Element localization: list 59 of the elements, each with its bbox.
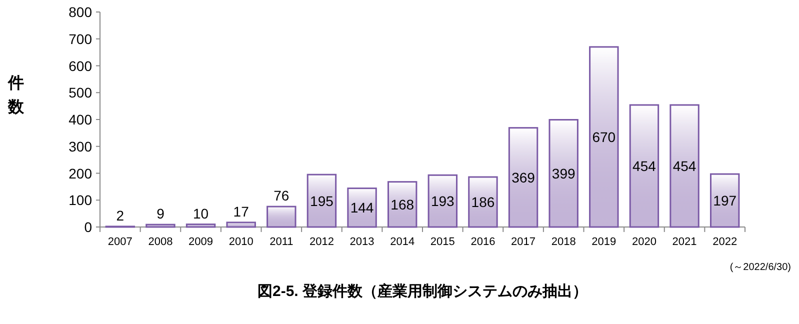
- bar: [387, 181, 418, 228]
- y-tick-label: 100: [68, 192, 92, 208]
- y-tick-label: 700: [68, 30, 92, 47]
- bar: [710, 173, 740, 228]
- data-label: 369: [512, 169, 536, 186]
- bar: [306, 174, 337, 228]
- x-tick-label: 2011: [270, 236, 294, 248]
- bar: [186, 224, 216, 228]
- x-tick-label: 2008: [148, 236, 173, 248]
- data-label: 399: [552, 165, 576, 182]
- y-tick-label: 500: [68, 84, 92, 101]
- bar: [468, 176, 498, 228]
- data-label: 186: [471, 194, 495, 210]
- text: (～2022/6/30): [730, 262, 791, 273]
- x-tick-label: 2022: [712, 236, 738, 248]
- y-tick-label: 300: [68, 138, 92, 154]
- bar: [266, 206, 296, 228]
- y-tick-label: 800: [68, 4, 92, 20]
- data-label: 193: [430, 193, 455, 210]
- bar: [428, 174, 458, 228]
- x-tick-label: 2015: [430, 236, 455, 248]
- x-tick-label: 2010: [228, 236, 254, 248]
- x-tick-label: 2014: [390, 236, 415, 248]
- data-label: 17: [233, 203, 250, 220]
- bar: [548, 119, 578, 228]
- data-label: 197: [713, 192, 737, 209]
- data-label: 168: [390, 196, 414, 212]
- bar: [226, 222, 256, 228]
- bar: [670, 104, 700, 228]
- y-tick-label: 400: [68, 112, 92, 128]
- x-tick-label: 2013: [350, 236, 374, 248]
- x-tick-label: 2020: [632, 236, 656, 248]
- y-tick-label: 600: [68, 58, 92, 74]
- data-label: 10: [192, 205, 209, 222]
- bar: [347, 188, 377, 228]
- x-tick-label: 2009: [188, 236, 214, 248]
- data-label: 195: [310, 192, 334, 209]
- data-label: 454: [632, 158, 656, 174]
- bar: [629, 104, 660, 228]
- data-label: 144: [350, 200, 374, 216]
- bar: [146, 224, 176, 228]
- data-label: 76: [274, 188, 290, 204]
- y-tick-label: 0: [84, 219, 92, 235]
- x-tick-label: 2019: [592, 236, 616, 248]
- x-tick-label: 2018: [551, 236, 576, 248]
- text: 図2-5. 登録件数（産業用制御システムのみ抽出）: [257, 282, 588, 300]
- bar: [508, 127, 538, 228]
- x-tick-label: 2016: [470, 236, 496, 248]
- x-tick-label: 2017: [511, 236, 536, 248]
- x-tick-label: 2021: [672, 236, 697, 248]
- x-tick-label: 2012: [309, 236, 334, 248]
- y-axis-title: 件数: [7, 74, 25, 116]
- data-label: 9: [156, 206, 165, 222]
- y-tick-label: 200: [68, 165, 92, 182]
- bar: [589, 46, 619, 228]
- data-label: 2: [116, 207, 124, 224]
- x-tick-label: 2007: [108, 236, 132, 248]
- data-label: 454: [672, 158, 696, 174]
- data-label: 670: [592, 128, 616, 145]
